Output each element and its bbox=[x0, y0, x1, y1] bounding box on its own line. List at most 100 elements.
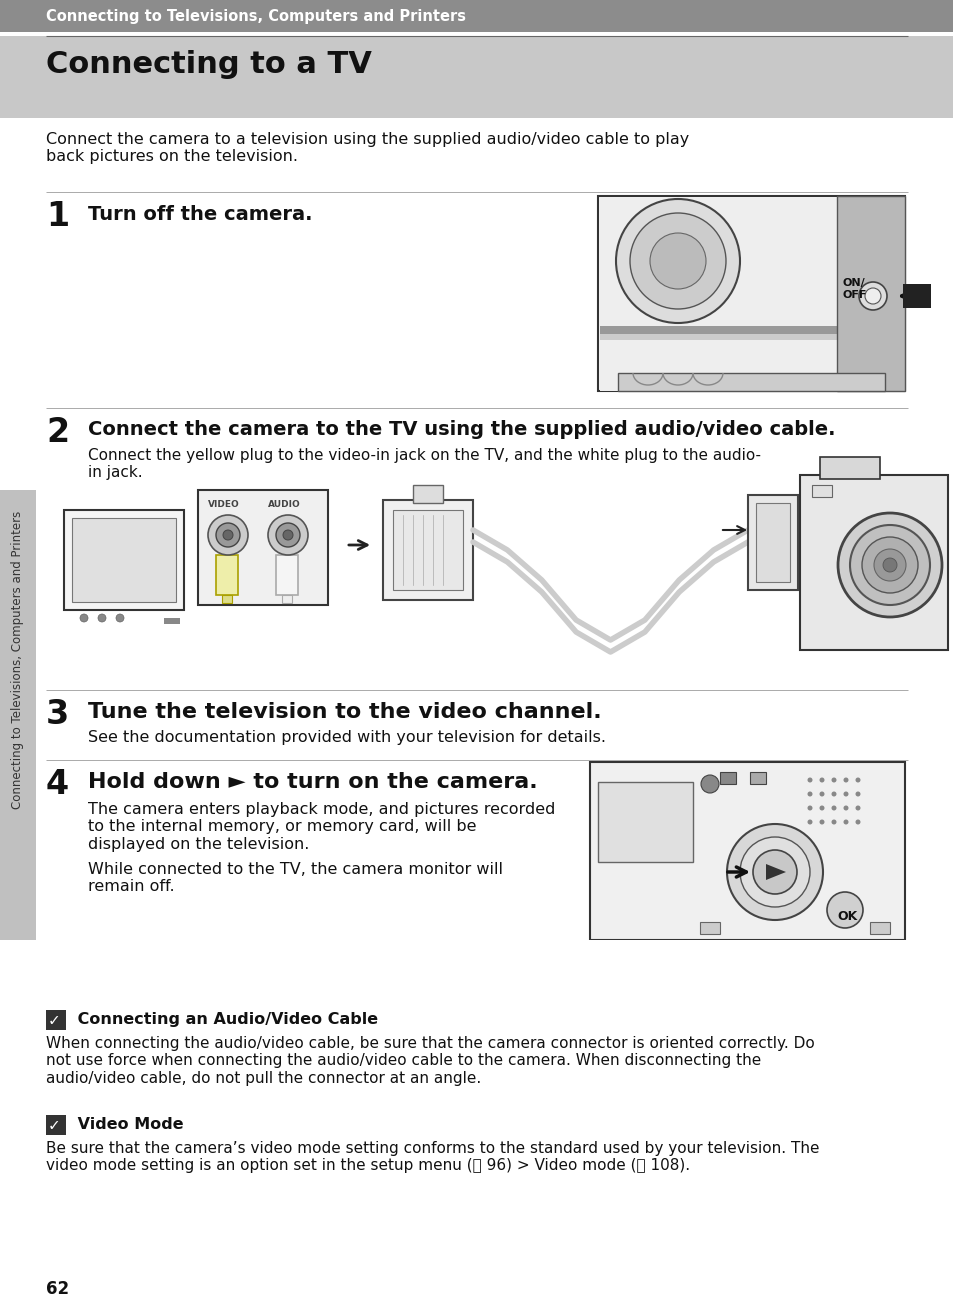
Circle shape bbox=[855, 805, 860, 811]
Bar bbox=[46, 1116, 66, 1135]
Circle shape bbox=[882, 558, 896, 572]
Text: 1: 1 bbox=[46, 200, 69, 233]
Bar bbox=[599, 198, 902, 392]
Text: Hold down ► to turn on the camera.: Hold down ► to turn on the camera. bbox=[88, 773, 537, 792]
Circle shape bbox=[283, 530, 293, 540]
Bar bbox=[0, 830, 36, 940]
Bar bbox=[749, 773, 765, 784]
Text: When connecting the audio/video cable, be sure that the camera connector is orie: When connecting the audio/video cable, b… bbox=[46, 1035, 814, 1085]
Circle shape bbox=[819, 778, 823, 783]
Circle shape bbox=[831, 791, 836, 796]
Bar bbox=[198, 490, 328, 604]
Bar bbox=[382, 501, 473, 600]
Text: 4: 4 bbox=[46, 767, 69, 802]
Text: While connected to the TV, the camera monitor will
remain off.: While connected to the TV, the camera mo… bbox=[88, 862, 502, 895]
Text: Connecting an Audio/Video Cable: Connecting an Audio/Video Cable bbox=[71, 1012, 377, 1028]
Text: Connecting to Televisions, Computers and Printers: Connecting to Televisions, Computers and… bbox=[11, 511, 25, 809]
Bar bbox=[747, 495, 797, 590]
Circle shape bbox=[616, 198, 740, 323]
Text: Video Mode: Video Mode bbox=[71, 1117, 183, 1131]
Circle shape bbox=[858, 283, 886, 310]
Bar bbox=[599, 326, 902, 334]
Circle shape bbox=[831, 805, 836, 811]
Circle shape bbox=[819, 791, 823, 796]
Text: OK: OK bbox=[836, 909, 857, 922]
Bar bbox=[275, 555, 297, 595]
Text: Turn off the camera.: Turn off the camera. bbox=[88, 205, 313, 223]
Polygon shape bbox=[765, 865, 785, 880]
Text: ✓: ✓ bbox=[48, 1118, 61, 1134]
Bar bbox=[215, 555, 237, 595]
Circle shape bbox=[806, 778, 812, 783]
Circle shape bbox=[629, 213, 725, 309]
Circle shape bbox=[208, 515, 248, 555]
Bar bbox=[700, 922, 720, 934]
Bar bbox=[598, 782, 692, 862]
Text: AUDIO: AUDIO bbox=[268, 501, 300, 509]
Bar bbox=[71, 518, 175, 602]
Circle shape bbox=[806, 820, 812, 824]
Text: Tune the television to the video channel.: Tune the television to the video channel… bbox=[88, 702, 601, 721]
Text: The camera enters playback mode, and pictures recorded
to the internal memory, o: The camera enters playback mode, and pic… bbox=[88, 802, 555, 851]
Text: Be sure that the camera’s video mode setting conforms to the standard used by yo: Be sure that the camera’s video mode set… bbox=[46, 1141, 819, 1173]
Circle shape bbox=[819, 820, 823, 824]
Circle shape bbox=[855, 778, 860, 783]
Circle shape bbox=[849, 526, 929, 604]
Bar bbox=[222, 595, 232, 603]
Bar bbox=[869, 922, 889, 934]
Text: ✓: ✓ bbox=[48, 1013, 61, 1029]
Circle shape bbox=[740, 837, 809, 907]
Circle shape bbox=[806, 805, 812, 811]
Bar bbox=[820, 457, 879, 480]
Text: 2: 2 bbox=[46, 417, 69, 449]
Circle shape bbox=[752, 850, 796, 894]
Circle shape bbox=[98, 614, 106, 622]
Circle shape bbox=[862, 537, 917, 593]
Text: 62: 62 bbox=[46, 1280, 69, 1298]
Bar bbox=[599, 334, 836, 340]
Circle shape bbox=[649, 233, 705, 289]
Text: Connect the camera to a television using the supplied audio/video cable to play
: Connect the camera to a television using… bbox=[46, 131, 688, 164]
Bar bbox=[46, 1010, 66, 1030]
Text: Connecting to Televisions, Computers and Printers: Connecting to Televisions, Computers and… bbox=[46, 8, 465, 24]
Bar bbox=[720, 773, 735, 784]
Circle shape bbox=[837, 512, 941, 618]
Circle shape bbox=[826, 892, 862, 928]
Circle shape bbox=[855, 820, 860, 824]
Circle shape bbox=[726, 824, 822, 920]
Bar bbox=[800, 474, 947, 650]
Bar bbox=[282, 595, 292, 603]
Circle shape bbox=[873, 549, 905, 581]
Text: Connect the yellow plug to the video-in jack on the TV, and the white plug to th: Connect the yellow plug to the video-in … bbox=[88, 448, 760, 481]
Bar bbox=[0, 0, 953, 32]
Bar bbox=[0, 490, 36, 830]
Circle shape bbox=[842, 820, 847, 824]
Text: VIDEO: VIDEO bbox=[208, 501, 239, 509]
Bar bbox=[589, 762, 904, 940]
Text: Connecting to a TV: Connecting to a TV bbox=[46, 50, 372, 79]
Circle shape bbox=[275, 523, 299, 547]
Bar bbox=[755, 503, 789, 582]
Bar bbox=[413, 485, 442, 503]
Circle shape bbox=[842, 791, 847, 796]
Text: Connect the camera to the TV using the supplied audio/video cable.: Connect the camera to the TV using the s… bbox=[88, 420, 835, 439]
Bar bbox=[164, 618, 180, 624]
Circle shape bbox=[831, 820, 836, 824]
Bar bbox=[0, 35, 953, 118]
Circle shape bbox=[819, 805, 823, 811]
Circle shape bbox=[223, 530, 233, 540]
Bar bbox=[64, 510, 184, 610]
Circle shape bbox=[80, 614, 88, 622]
Circle shape bbox=[855, 791, 860, 796]
Circle shape bbox=[831, 778, 836, 783]
Circle shape bbox=[864, 288, 880, 304]
Text: See the documentation provided with your television for details.: See the documentation provided with your… bbox=[88, 731, 605, 745]
Bar bbox=[811, 485, 831, 497]
Bar bbox=[598, 196, 904, 392]
Circle shape bbox=[842, 778, 847, 783]
Bar bbox=[618, 373, 884, 392]
Bar bbox=[902, 284, 930, 307]
Bar bbox=[393, 510, 462, 590]
Circle shape bbox=[842, 805, 847, 811]
Circle shape bbox=[116, 614, 124, 622]
